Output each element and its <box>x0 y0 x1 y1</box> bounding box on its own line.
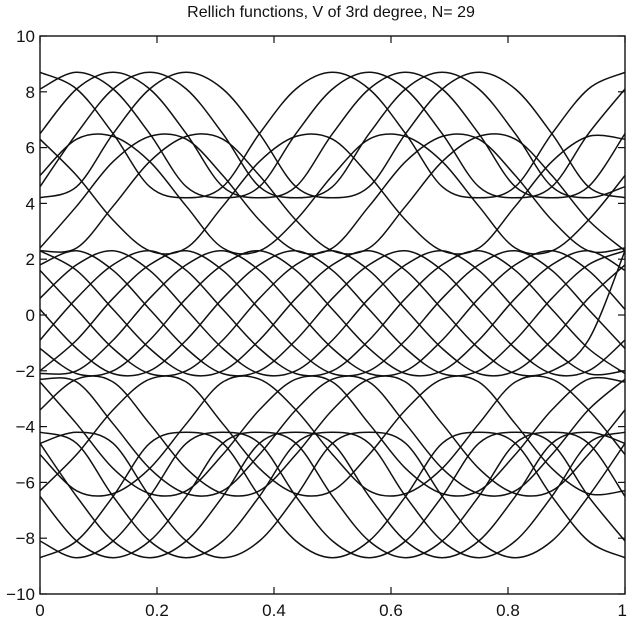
series-line-21 <box>39 375 626 497</box>
x-tick-label-5: 1 <box>618 601 627 620</box>
y-tick-label-5: 0 <box>26 306 35 325</box>
x-tick-label-3: 0.6 <box>379 601 403 620</box>
series-line-17 <box>39 250 626 377</box>
x-tick-label-4: 0.8 <box>496 601 520 620</box>
y-tick-label-1: −8 <box>16 529 35 548</box>
y-tick-label-8: 6 <box>26 139 35 158</box>
series-line-6 <box>39 133 626 255</box>
series-line-5 <box>39 71 626 199</box>
y-tick-label-9: 8 <box>26 83 35 102</box>
series-line-20 <box>39 375 626 497</box>
series-line-4 <box>39 71 626 199</box>
series-line-13 <box>39 250 626 377</box>
chart-title: Rellich functions, V of 3rd degree, N= 2… <box>187 4 475 21</box>
y-axis: −10 −8 −6 −4 −2 0 2 4 6 8 10 <box>6 27 625 604</box>
series-line-22 <box>39 375 626 497</box>
series-line-7 <box>39 133 626 255</box>
series-line-11 <box>39 250 626 377</box>
x-tick-label-1: 0.2 <box>145 601 169 620</box>
series-line-2 <box>39 71 626 199</box>
series-line-16 <box>39 250 626 377</box>
series-line-23 <box>39 375 626 497</box>
series-line-28 <box>39 431 626 559</box>
series-line-29 <box>39 431 626 559</box>
y-tick-label-7: 4 <box>26 194 35 213</box>
series-line-18 <box>39 250 626 377</box>
y-tick-label-2: −6 <box>16 473 35 492</box>
x-tick-label-2: 0.4 <box>262 601 286 620</box>
series-line-24 <box>39 431 626 559</box>
y-tick-label-6: 2 <box>26 250 35 269</box>
y-tick-label-0: −10 <box>6 585 35 604</box>
series-layer <box>39 71 626 559</box>
y-tick-label-4: −2 <box>16 362 35 381</box>
y-tick-label-10: 10 <box>16 27 35 46</box>
series-line-14 <box>39 250 626 377</box>
x-tick-label-0: 0 <box>35 601 44 620</box>
series-line-12 <box>39 250 626 377</box>
x-axis: 0 0.2 0.4 0.6 0.8 1 <box>35 36 627 620</box>
series-line-26 <box>39 431 626 559</box>
series-line-8 <box>39 133 626 255</box>
series-line-25 <box>39 431 626 559</box>
series-line-15 <box>39 250 626 377</box>
y-tick-label-3: −4 <box>16 418 35 437</box>
series-line-3 <box>39 71 626 199</box>
